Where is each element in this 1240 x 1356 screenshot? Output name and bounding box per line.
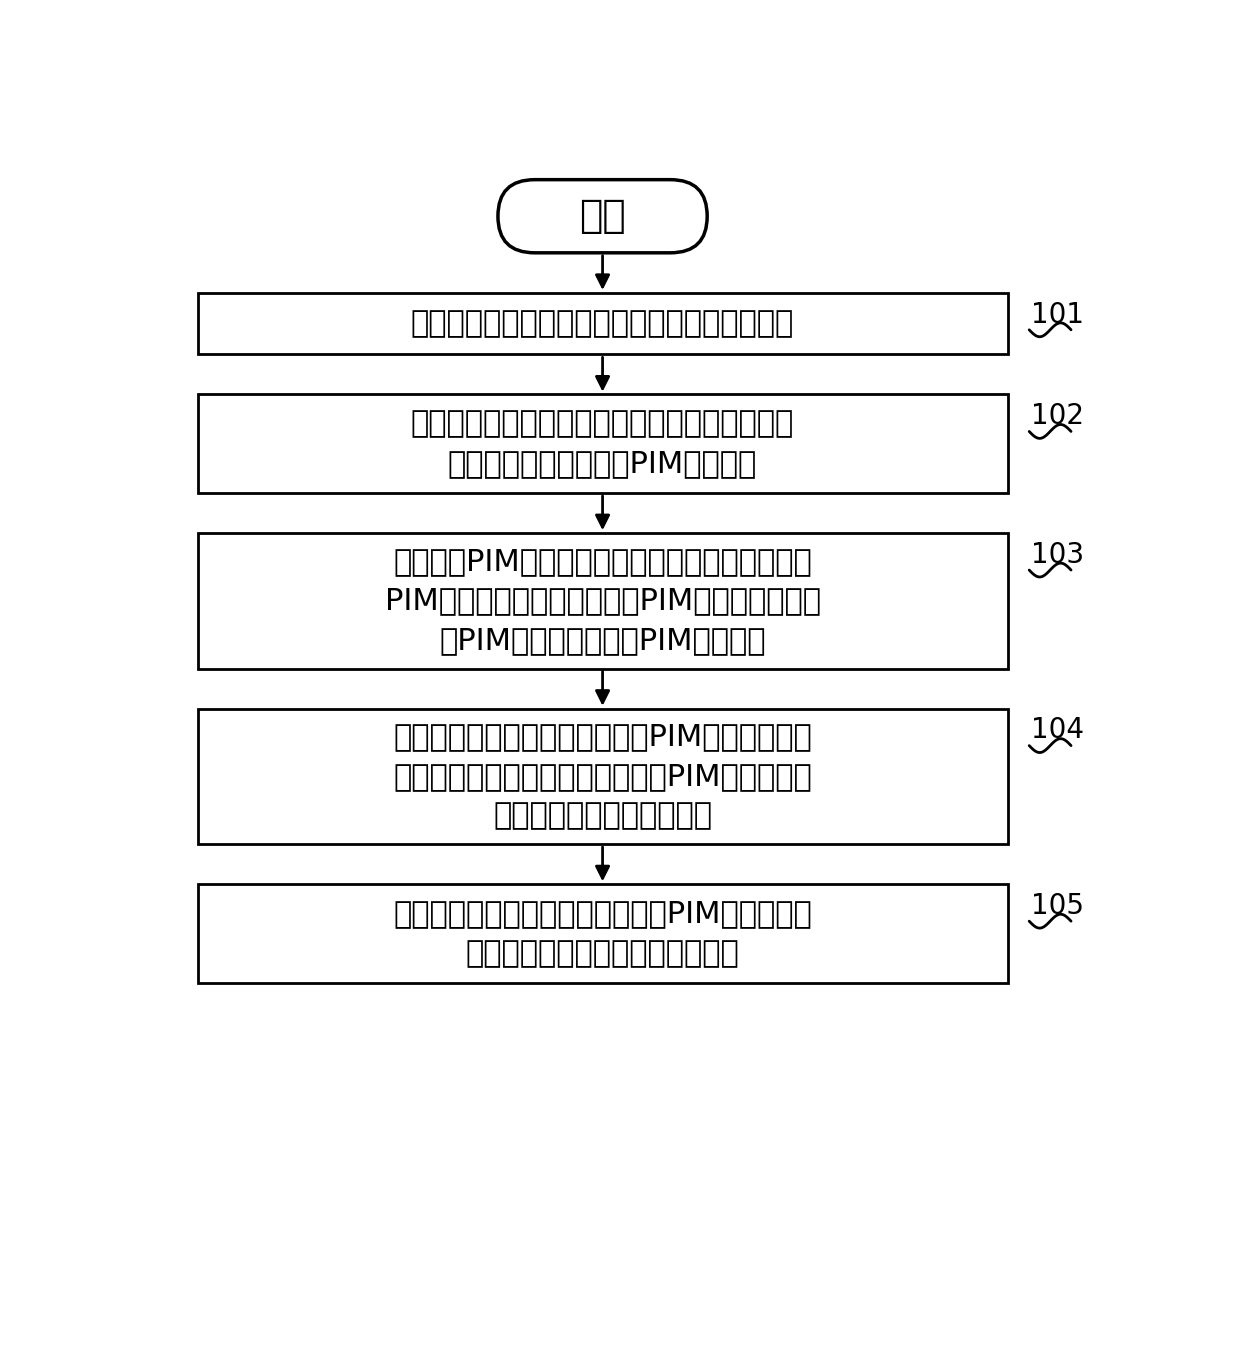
Text: 103: 103 — [1030, 541, 1084, 568]
FancyBboxPatch shape — [498, 179, 707, 252]
Text: 102: 102 — [1030, 403, 1084, 430]
Text: 105: 105 — [1030, 892, 1084, 919]
Bar — [197, 293, 1007, 354]
Text: 基于有效PIM干扰分量确定落入接收频带中的各阶
PIM产物的特性并估计预设的PIM模型的参数，基
于PIM模型重建多载波PIM干扰信号: 基于有效PIM干扰分量确定落入接收频带中的各阶 PIM产物的特性并估计预设的PI… — [384, 546, 821, 655]
Text: 104: 104 — [1030, 716, 1084, 744]
Text: 开始: 开始 — [579, 197, 626, 235]
Text: 将多载波上行链路信号和多载波PIM干扰信号输入
多载波自适应滤波器，通过多载波PIM干扰自适应
对消算法进行干扰对消处理: 将多载波上行链路信号和多载波PIM干扰信号输入 多载波自适应滤波器，通过多载波P… — [393, 723, 812, 830]
Text: 发射多载波下行信号并接收多载波上行链路信号: 发射多载波下行信号并接收多载波上行链路信号 — [410, 309, 794, 338]
Bar — [197, 709, 1007, 845]
Bar — [197, 533, 1007, 669]
Bar — [197, 395, 1007, 494]
Bar — [197, 884, 1007, 983]
Text: 101: 101 — [1030, 301, 1084, 328]
Text: 基于经过干扰对消处理后的多载波PIM干扰信号对
多载波上行链路信号进行修正处理: 基于经过干扰对消处理后的多载波PIM干扰信号对 多载波上行链路信号进行修正处理 — [393, 899, 812, 968]
Text: 通过预设的快速频谱算法计算多载波上行链路信
号在接收频带中的有效PIM干扰分量: 通过预设的快速频谱算法计算多载波上行链路信 号在接收频带中的有效PIM干扰分量 — [410, 410, 794, 477]
